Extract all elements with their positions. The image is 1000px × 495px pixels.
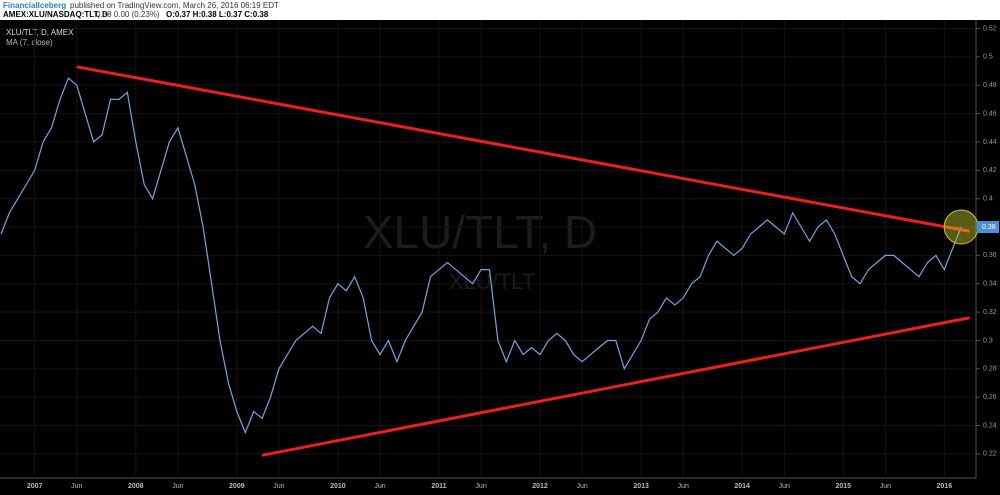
x-tick-label: 2011 [431,483,446,490]
author[interactable]: FinancialIceberg [3,1,66,10]
y-tick-label: 0.32 [983,309,997,316]
last-price-label: 0.38 [982,224,996,231]
y-tick-label: 0.5 [983,54,993,61]
trendline [261,316,970,457]
y-tick-label: 0.34 [983,281,997,288]
symbol: AMEX:XLU/NASDAQ:TLT, D [3,10,108,19]
legend-title: XLU/TLT, D, AMEX [6,28,74,37]
trendline [76,65,970,233]
watermark: XLU/TLT, D [363,206,597,258]
indicator: MA (7, close) [6,38,53,47]
x-tick-label: Jun [779,483,790,490]
y-tick-label: 0.42 [983,167,997,174]
y-tick-label: 0.36 [983,252,997,259]
y-tick-label: 0.44 [983,139,997,146]
header-bar [0,0,1000,20]
y-tick-label: 0.24 [983,422,997,429]
plot-background [0,20,1000,495]
x-tick-label: 2014 [734,483,750,490]
y-tick-label: 0.46 [983,110,997,117]
x-tick-label: 2008 [128,483,144,490]
x-tick-label: Jun [71,483,82,490]
price-line [0,77,962,435]
x-tick-label: Jun [475,483,486,490]
x-tick-label: Jun [172,483,183,490]
highlight-circle [943,209,979,245]
y-tick-label: 0.3 [983,337,993,344]
y-tick-label: 0.4 [983,196,993,203]
x-tick-label: 2013 [633,483,649,490]
x-tick-label: Jun [273,483,284,490]
x-tick-label: 2007 [27,483,43,490]
x-tick-label: Jun [374,483,385,490]
y-tick-label: 0.28 [983,366,997,373]
y-tick-label: 0.48 [983,82,997,89]
x-tick-label: 2009 [229,483,245,490]
published: published on TradingView.com, March 26, … [70,1,279,10]
y-tick-label: 0.52 [983,25,997,32]
x-tick-label: 2012 [532,483,548,490]
x-tick-label: 2016 [937,483,953,490]
x-tick-label: Jun [576,483,587,490]
x-tick-label: Jun [678,483,689,490]
last-price-box [977,221,999,234]
y-tick-label: 0.22 [983,451,997,458]
x-tick-label: 2015 [835,483,851,490]
x-tick-label: 2010 [330,483,346,490]
x-tick-label: Jun [880,483,891,490]
y-tick-label: 0.26 [983,394,997,401]
change: 0.38 0.00 (0.23%) [96,10,160,19]
ohlc: O:0.37 H:0.38 L:0.37 C:0.38 [166,10,269,19]
